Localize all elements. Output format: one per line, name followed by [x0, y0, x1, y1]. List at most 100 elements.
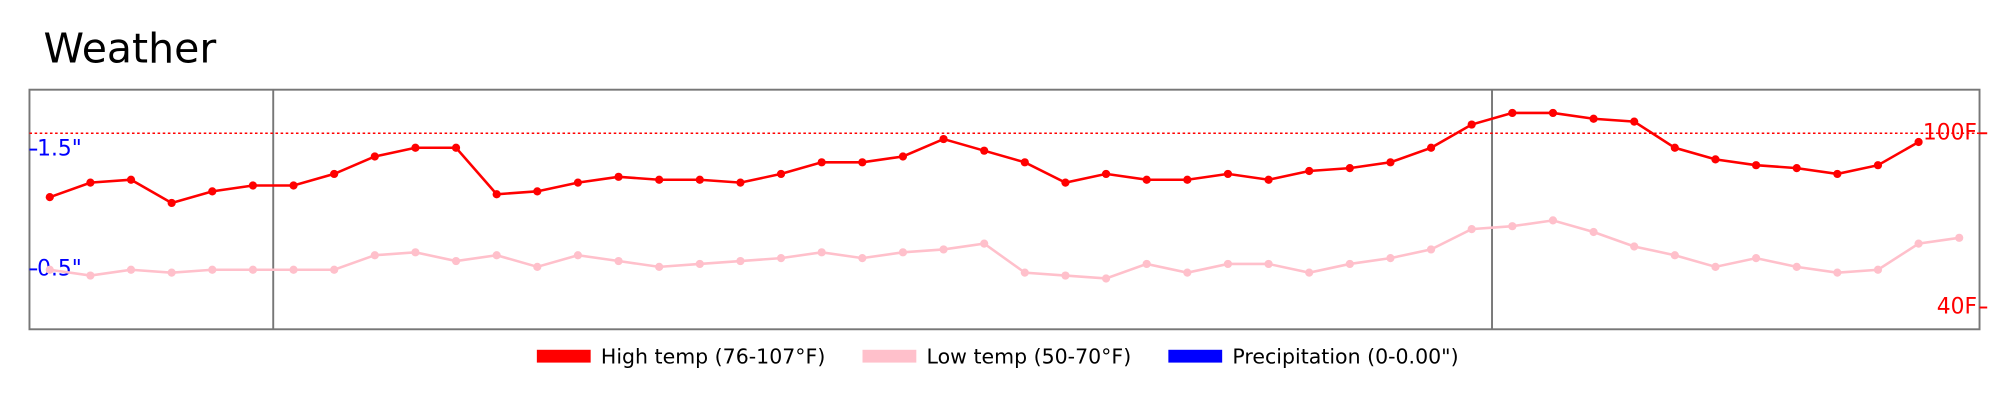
point — [898, 248, 908, 257]
point — [167, 198, 176, 208]
line — [49, 219, 1960, 280]
legend-swatch — [536, 349, 591, 363]
point — [1711, 262, 1720, 271]
point — [86, 178, 95, 187]
point — [167, 268, 176, 277]
point — [858, 158, 867, 167]
point — [1589, 114, 1598, 123]
point — [492, 251, 501, 260]
point — [1548, 108, 1558, 118]
point — [614, 256, 623, 266]
point — [451, 143, 461, 152]
point — [1508, 108, 1517, 118]
point — [1914, 239, 1923, 248]
point — [573, 178, 583, 187]
point — [1670, 143, 1679, 152]
point — [1548, 216, 1558, 225]
point — [1873, 161, 1883, 170]
point — [736, 256, 745, 266]
point — [45, 193, 54, 202]
point — [1467, 120, 1476, 129]
point — [1305, 166, 1314, 176]
point — [980, 146, 989, 155]
point — [492, 190, 501, 199]
point — [1020, 268, 1029, 277]
point — [1345, 259, 1354, 269]
point — [1792, 164, 1801, 173]
point — [1020, 158, 1029, 167]
point — [695, 175, 704, 184]
legend-swatch — [1168, 349, 1223, 363]
point — [655, 175, 664, 184]
point — [1345, 164, 1354, 173]
point — [126, 265, 136, 274]
point — [1955, 233, 1964, 242]
y2-tick-label: 0.5" — [37, 256, 82, 281]
point — [939, 134, 948, 144]
point — [208, 187, 217, 196]
point — [1101, 274, 1111, 283]
plot-frame — [28, 88, 1981, 331]
legend-label: Precipitation (0-0.00") — [1232, 344, 1458, 368]
point — [370, 152, 379, 161]
point — [533, 187, 542, 196]
point — [1426, 143, 1436, 152]
point — [248, 181, 258, 190]
y2-tick-label: 1.5" — [37, 137, 82, 162]
point — [1183, 175, 1192, 184]
point — [1223, 169, 1233, 179]
legend-swatch — [862, 349, 917, 363]
point — [614, 172, 623, 181]
point — [1061, 178, 1070, 187]
point — [1873, 265, 1883, 274]
point — [898, 152, 908, 161]
line — [49, 111, 1920, 205]
point — [1386, 254, 1395, 263]
point — [1305, 268, 1314, 277]
point — [817, 248, 826, 257]
point — [980, 239, 989, 248]
point — [1711, 155, 1720, 164]
legend-label: High temp (76-107°F) — [601, 344, 825, 368]
point — [289, 181, 298, 190]
point — [289, 265, 298, 274]
point — [655, 262, 664, 271]
point — [1386, 158, 1395, 167]
point — [573, 251, 583, 260]
chart-title: Weather — [44, 24, 217, 72]
point — [126, 175, 136, 184]
point — [1751, 254, 1761, 263]
point — [451, 256, 461, 266]
point — [1426, 245, 1436, 254]
point — [533, 262, 542, 271]
point — [1264, 259, 1273, 269]
point — [1670, 251, 1679, 260]
y-tick-label: 40F — [1937, 295, 1977, 320]
point — [370, 251, 379, 260]
point — [939, 245, 948, 254]
point — [1467, 224, 1476, 234]
point — [736, 178, 745, 187]
point — [1792, 262, 1801, 271]
point — [1142, 175, 1151, 184]
point — [695, 259, 704, 269]
point — [1630, 117, 1639, 126]
point — [1751, 161, 1761, 170]
point — [1589, 227, 1598, 237]
point — [1101, 169, 1111, 179]
point — [1508, 222, 1517, 231]
point — [776, 254, 786, 263]
point — [411, 143, 420, 152]
point — [776, 169, 786, 179]
point — [1183, 268, 1192, 277]
point — [1061, 271, 1070, 280]
point — [1630, 242, 1639, 251]
point — [1223, 259, 1233, 269]
point — [1833, 169, 1842, 179]
point — [1833, 268, 1842, 277]
point — [1264, 175, 1273, 184]
point — [817, 158, 826, 167]
point — [248, 265, 258, 274]
point — [208, 265, 217, 274]
